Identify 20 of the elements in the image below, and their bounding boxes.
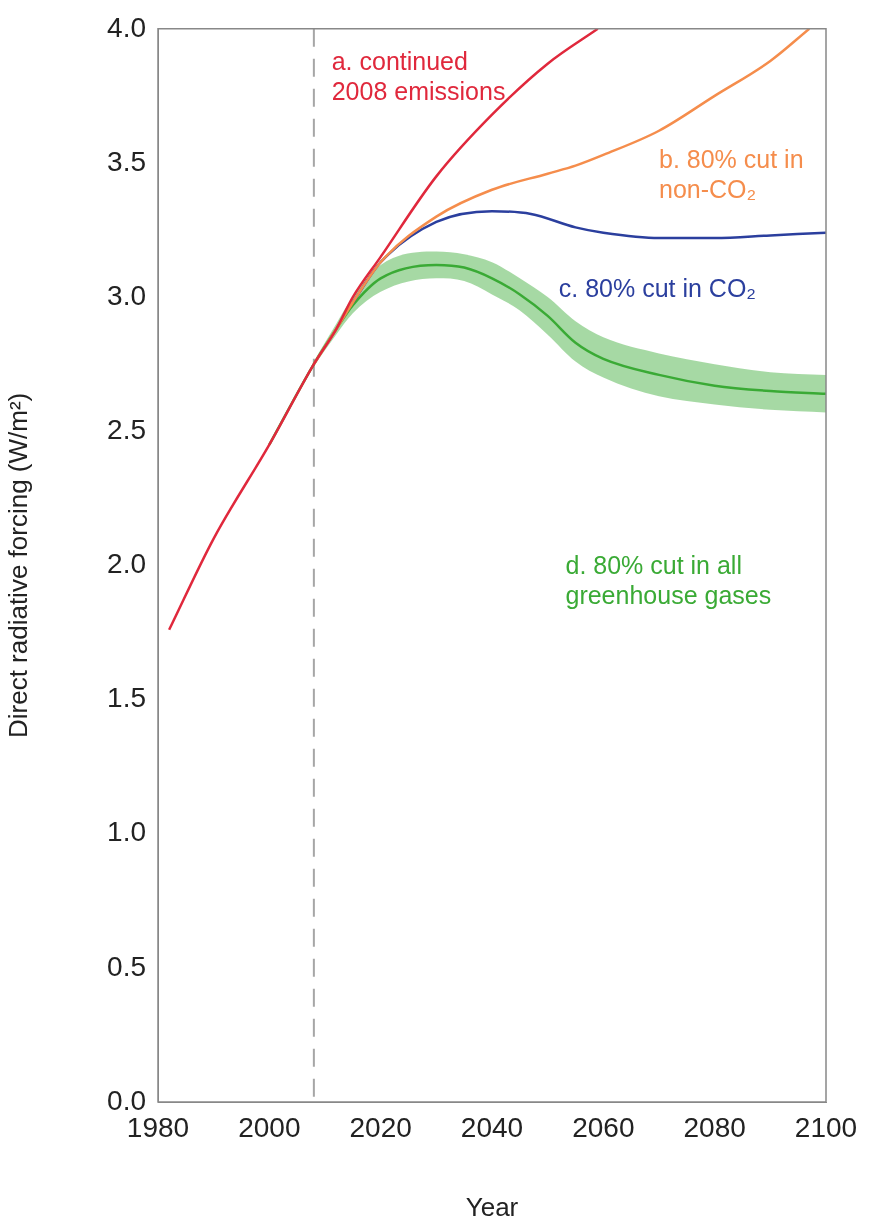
x-tick-label: 2100 bbox=[794, 1111, 858, 1143]
x-tick-label: 2040 bbox=[460, 1111, 524, 1143]
y-tick-label: 4.0 bbox=[107, 11, 146, 43]
series-label: a. continued 2008 emissions bbox=[331, 46, 506, 105]
y-tick-label: 3.5 bbox=[107, 145, 146, 177]
series-label: c. 80% cut in CO₂ bbox=[558, 274, 757, 303]
x-axis-title: Year bbox=[465, 1191, 519, 1222]
x-tick-label: 2000 bbox=[238, 1111, 301, 1143]
series-label: b. 80% cut in non-CO₂ bbox=[659, 145, 804, 204]
y-axis-title: Direct radiative forcing (W/m²) bbox=[2, 392, 33, 739]
y-tick-label: 1.5 bbox=[107, 682, 146, 714]
y-tick-label: 0.5 bbox=[107, 950, 146, 982]
y-tick-label: 3.0 bbox=[107, 279, 146, 311]
x-tick-label: 2020 bbox=[349, 1111, 412, 1143]
x-tick-label: 2080 bbox=[683, 1111, 746, 1143]
y-tick-label: 1.0 bbox=[107, 816, 146, 848]
y-tick-label: 2.5 bbox=[107, 413, 146, 445]
y-tick-label: 2.0 bbox=[107, 548, 146, 580]
text: d. 80% cut in all greenhouse gases bbox=[565, 551, 772, 610]
x-tick-label: 2060 bbox=[572, 1111, 635, 1143]
